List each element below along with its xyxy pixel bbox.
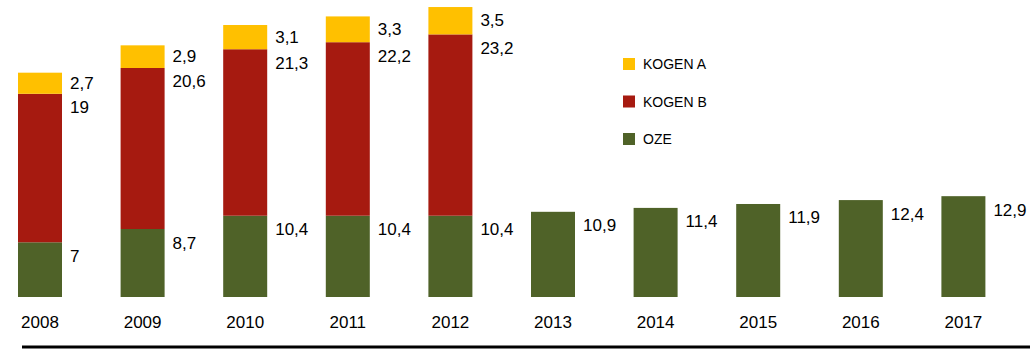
data-label: 2,9: [173, 47, 197, 66]
bar-segment: [634, 208, 678, 297]
tick-label: 2014: [637, 313, 675, 332]
data-label: 2,7: [70, 74, 94, 93]
bar-segment: [121, 45, 165, 68]
bar-segment: [326, 16, 370, 42]
bar-segment: [736, 204, 780, 297]
bar-segment: [18, 73, 62, 94]
data-label: 8,7: [173, 234, 197, 253]
tick-label: 2015: [739, 313, 777, 332]
legend-label: KOGEN B: [643, 94, 707, 110]
bar-segment: [223, 49, 267, 215]
data-label: 22,2: [378, 47, 411, 66]
tick-label: 2013: [534, 313, 572, 332]
baseline: [22, 346, 1030, 349]
tick-label: 2008: [21, 313, 59, 332]
bar-segment: [121, 68, 165, 229]
legend-swatch: [623, 133, 635, 145]
bar-segment: [223, 25, 267, 49]
data-label: 12,9: [993, 201, 1026, 220]
tick-label: 2012: [431, 313, 469, 332]
data-label: 23,2: [480, 39, 513, 58]
tick-label: 2017: [944, 313, 982, 332]
data-label: 3,1: [275, 28, 299, 47]
data-label: 11,4: [686, 212, 718, 231]
tick-label: 2011: [330, 313, 367, 332]
legend-label: KOGEN A: [643, 56, 707, 72]
bar-segment: [223, 216, 267, 297]
tick-label: 2009: [124, 313, 162, 332]
bar-segment: [839, 200, 883, 297]
data-label: 20,6: [173, 72, 206, 91]
data-label: 3,5: [480, 11, 504, 30]
data-label: 21,3: [275, 54, 308, 73]
legend-label: OZE: [643, 131, 672, 147]
data-labels: 7 8,7 10,4 10,4 10,4 10,9 11,4 11,9 12,4 12,9 19 20…: [70, 11, 1026, 266]
chart: 7 8,7 10,4 10,4 10,4 10,9 11,4 11,9 12,4 12,9 19 20…: [0, 0, 1033, 358]
bar-segment: [941, 196, 985, 297]
tick-label: 2016: [842, 313, 880, 332]
legend: KOGEN A KOGEN B OZE: [623, 56, 707, 147]
data-label: 7: [70, 247, 79, 266]
bar-segment: [531, 212, 575, 297]
data-label: 10,4: [480, 220, 513, 239]
bar-segment: [428, 34, 472, 215]
bar-segment: [428, 7, 472, 34]
bar-segment: [18, 242, 62, 297]
bar-segment: [326, 216, 370, 297]
data-label: 3,3: [378, 20, 402, 39]
bar-segment: [121, 229, 165, 297]
bars: [18, 7, 985, 297]
bar-segment: [326, 42, 370, 216]
tick-label: 2010: [226, 313, 264, 332]
legend-swatch: [623, 58, 635, 70]
legend-swatch: [623, 96, 635, 108]
data-label: 11,9: [788, 208, 820, 227]
data-label: 10,4: [378, 220, 411, 239]
bar-segment: [18, 94, 62, 243]
x-axis: 2008 2009 2010 2011 2012 2013 2014 2015 2016 2017: [21, 313, 982, 332]
data-label: 10,4: [275, 220, 308, 239]
data-label: 12,4: [891, 205, 924, 224]
data-label: 10,9: [583, 216, 616, 235]
bar-segment: [428, 216, 472, 297]
data-label: 19: [70, 98, 89, 117]
